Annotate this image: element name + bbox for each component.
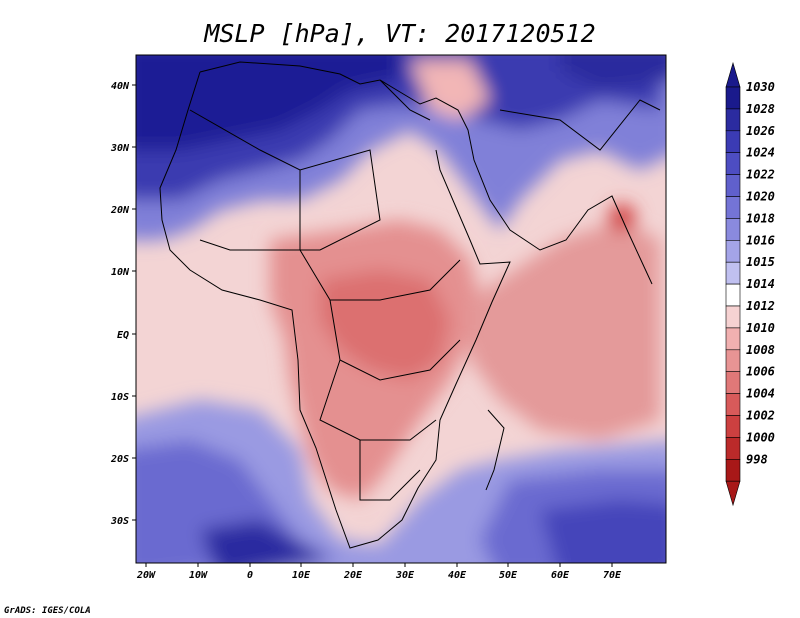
colorbar-label: 1024 bbox=[746, 146, 775, 160]
colorbar-swatch bbox=[725, 261, 741, 285]
colorbar-label: 1028 bbox=[746, 102, 775, 116]
colorbar-swatch bbox=[725, 218, 741, 241]
latitude-axis: 40N 30N 20N 10N EQ 10S 20S 30S bbox=[110, 81, 136, 527]
lon-label-30e: 30E bbox=[395, 570, 415, 581]
colorbar-label: 1018 bbox=[746, 211, 775, 225]
colorbar-swatch bbox=[725, 196, 741, 219]
lon-label-10w: 10W bbox=[189, 570, 208, 581]
colorbar-top-cap bbox=[725, 61, 741, 88]
colorbar-swatch bbox=[725, 327, 741, 351]
lon-label-40e: 40E bbox=[448, 570, 467, 581]
colorbar-swatch bbox=[725, 108, 741, 132]
lat-label-20n: 20N bbox=[110, 205, 130, 216]
grads-credit: GrADS: IGES/COLA bbox=[4, 606, 91, 616]
lon-label-20e: 20E bbox=[343, 570, 363, 581]
colorbar-label: 998 bbox=[746, 452, 768, 466]
colorbar-label: 1006 bbox=[746, 365, 775, 379]
colorbar-label: 1026 bbox=[746, 124, 775, 138]
colorbar-label: 1002 bbox=[746, 409, 775, 423]
colorbar-label: 1016 bbox=[746, 233, 775, 247]
lon-label-0: 0 bbox=[247, 570, 253, 581]
colorbar-swatch bbox=[725, 371, 741, 394]
lat-label-40n: 40N bbox=[111, 81, 130, 92]
map-frame bbox=[135, 54, 667, 564]
lon-label-20w: 20W bbox=[136, 570, 156, 581]
colorbar-swatch bbox=[725, 415, 741, 438]
colorbar-swatch bbox=[725, 437, 741, 460]
colorbar-label: 1000 bbox=[746, 430, 775, 444]
lon-label-50e: 50E bbox=[499, 570, 518, 581]
lat-label-10s: 10S bbox=[111, 392, 129, 403]
colorbar-label: 1014 bbox=[746, 277, 775, 291]
map-title: MSLP [hPa], VT: 2017120512 bbox=[203, 19, 595, 48]
colorbar-label: 1015 bbox=[746, 255, 775, 269]
colorbar-label: 1022 bbox=[746, 168, 775, 182]
colorbar-swatch bbox=[725, 240, 741, 263]
colorbar-swatch bbox=[725, 283, 741, 307]
lat-label-30n: 30N bbox=[110, 143, 130, 154]
lat-label-30s: 30S bbox=[110, 516, 129, 527]
colorbar-swatch bbox=[725, 174, 741, 197]
colorbar-swatch bbox=[725, 305, 741, 329]
colorbar-label: 1012 bbox=[746, 299, 775, 313]
colorbar-swatch bbox=[725, 458, 741, 482]
lat-label-10n: 10N bbox=[111, 267, 130, 278]
colorbar-bottom-cap bbox=[725, 480, 741, 507]
lat-label-20s: 20S bbox=[110, 454, 129, 465]
colorbar-label: 1004 bbox=[746, 387, 775, 401]
lon-label-10e: 10E bbox=[292, 570, 311, 581]
lon-label-70e: 70E bbox=[603, 570, 622, 581]
pressure-field bbox=[136, 55, 666, 563]
colorbar-swatch bbox=[725, 86, 741, 110]
colorbar-label: 1008 bbox=[746, 343, 775, 357]
lon-label-60e: 60E bbox=[551, 570, 570, 581]
colorbar-label: 1030 bbox=[746, 80, 775, 94]
longitude-axis: 20W 10W 0 10E 20E 30E 40E 50E 60E 70E bbox=[136, 563, 622, 581]
colorbar-swatch bbox=[725, 393, 741, 416]
colorbar-swatch bbox=[725, 130, 741, 154]
colorbar-swatch bbox=[725, 349, 741, 372]
colorbar-legend: 1030 1028 1026 1024 1022 1020 1018 1016 1015 1014… bbox=[725, 61, 775, 507]
colorbar-label: 1020 bbox=[746, 190, 775, 204]
colorbar-swatch bbox=[725, 152, 741, 175]
lat-label-eq: EQ bbox=[117, 330, 129, 341]
colorbar-label: 1010 bbox=[746, 321, 775, 335]
